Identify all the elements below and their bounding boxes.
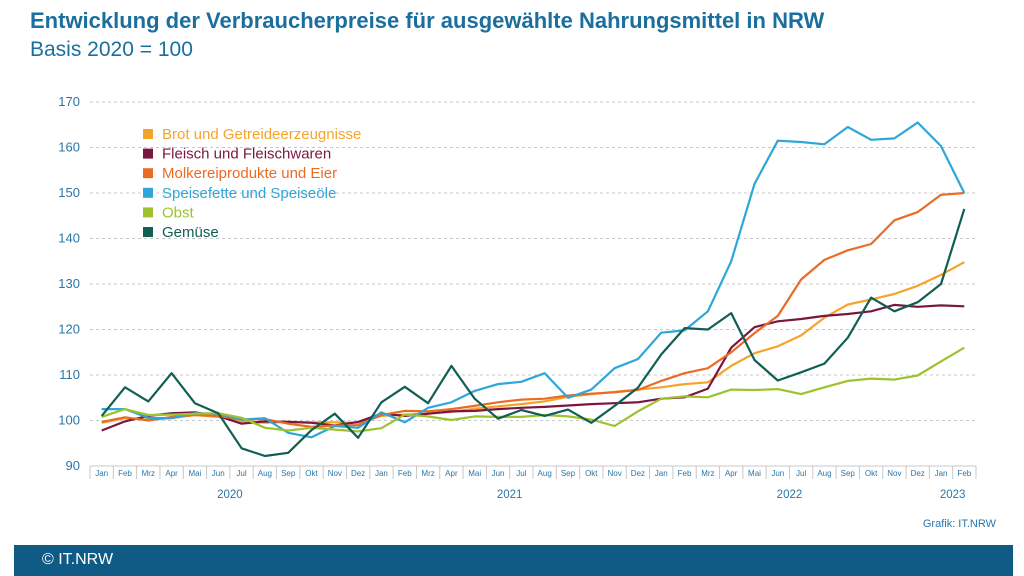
x-tick-label: Apr xyxy=(165,469,178,478)
x-tick-label: Apr xyxy=(445,469,458,478)
series-line xyxy=(101,303,965,432)
x-tick-label: Mai xyxy=(748,469,761,478)
x-tick-label: Jun xyxy=(492,469,505,478)
y-tick-label: 130 xyxy=(58,276,80,291)
x-tick-label: Dez xyxy=(351,469,365,478)
x-tick-label: Jul xyxy=(236,469,246,478)
x-tick-label: Nov xyxy=(328,469,342,478)
chart-subtitle: Basis 2020 = 100 xyxy=(30,38,193,61)
x-tick-label: Okt xyxy=(305,469,318,478)
footer-bar: © IT.NRW xyxy=(14,545,1013,576)
x-tick-label: Jun xyxy=(212,469,225,478)
legend-label: Speisefette und Speiseöle xyxy=(162,185,336,202)
x-tick-label: Feb xyxy=(398,469,412,478)
legend: Brot und Getreideerzeugnisse Fleisch und … xyxy=(143,126,361,241)
x-tick-label: Sep xyxy=(841,469,856,478)
x-tick-label: Aug xyxy=(538,469,552,478)
x-tick-label: Jan xyxy=(935,469,948,478)
legend-swatch xyxy=(143,207,153,218)
legend-label: Brot und Getreideerzeugnisse xyxy=(162,126,361,143)
y-tick-label: 90 xyxy=(66,458,80,473)
y-tick-label: 110 xyxy=(59,367,80,382)
x-axis: Jan Feb Mrz Apr Mai Jun Jul Aug Sep Okt Nov Dez Jan F… xyxy=(89,466,977,501)
x-tick-label: Sep xyxy=(561,469,576,478)
chart-title: Entwicklung der Verbraucherpreise für au… xyxy=(30,8,825,33)
legend-label: Fleisch und Fleischwaren xyxy=(162,146,331,163)
series-line xyxy=(101,346,965,433)
x-tick-label: Jul xyxy=(796,469,806,478)
series-lines xyxy=(100,121,966,458)
year-label: 2020 xyxy=(217,489,243,501)
legend-swatch xyxy=(143,168,153,179)
copyright-text: © IT.NRW xyxy=(42,551,114,568)
x-tick-label: Mai xyxy=(468,469,481,478)
y-tick-label: 150 xyxy=(58,185,80,200)
x-tick-label: Mrz xyxy=(142,469,155,478)
legend-swatch xyxy=(143,129,153,139)
legend-swatch xyxy=(143,227,153,237)
series-line xyxy=(100,208,966,458)
legend-label: Molkereiprodukte und Eier xyxy=(162,165,337,182)
y-tick-label: 120 xyxy=(58,322,80,337)
x-tick-label: Okt xyxy=(865,469,878,478)
y-tick-label: 140 xyxy=(58,231,80,246)
x-tick-label: Feb xyxy=(118,469,132,478)
x-tick-label: Feb xyxy=(957,469,971,478)
source-credit: Grafik: IT.NRW xyxy=(922,518,996,530)
y-axis-ticks: 90 100 110 120 130 140 150 160 170 xyxy=(58,94,80,473)
x-tick-label: Jul xyxy=(516,469,526,478)
x-tick-label: Mrz xyxy=(421,469,434,478)
series-line xyxy=(101,191,965,428)
legend-swatch xyxy=(143,187,153,198)
year-label: 2023 xyxy=(940,489,966,501)
year-label: 2022 xyxy=(777,489,803,501)
x-tick-label: Okt xyxy=(585,469,598,478)
y-tick-label: 160 xyxy=(58,140,80,155)
x-tick-label: Apr xyxy=(725,469,738,478)
x-tick-label: Jun xyxy=(771,469,784,478)
x-tick-label: Jan xyxy=(375,469,388,478)
x-tick-label: Nov xyxy=(607,469,621,478)
x-tick-label: Nov xyxy=(887,469,901,478)
legend-label: Gemüse xyxy=(162,224,219,241)
legend-swatch xyxy=(143,148,153,159)
y-tick-label: 170 xyxy=(58,94,80,109)
x-tick-label: Jan xyxy=(655,469,668,478)
x-tick-label: Mrz xyxy=(701,469,714,478)
x-tick-label: Mai xyxy=(188,469,201,478)
x-tick-label: Dez xyxy=(911,469,925,478)
x-tick-label: Feb xyxy=(678,469,692,478)
x-tick-label: Jan xyxy=(95,469,108,478)
x-tick-label: Aug xyxy=(258,469,272,478)
legend-label: Obst xyxy=(162,204,195,221)
x-tick-label: Aug xyxy=(817,469,831,478)
year-label: 2021 xyxy=(497,489,523,501)
y-tick-label: 100 xyxy=(58,413,80,428)
x-tick-label: Dez xyxy=(631,469,645,478)
series-line xyxy=(101,261,965,424)
x-tick-label: Sep xyxy=(281,469,296,478)
